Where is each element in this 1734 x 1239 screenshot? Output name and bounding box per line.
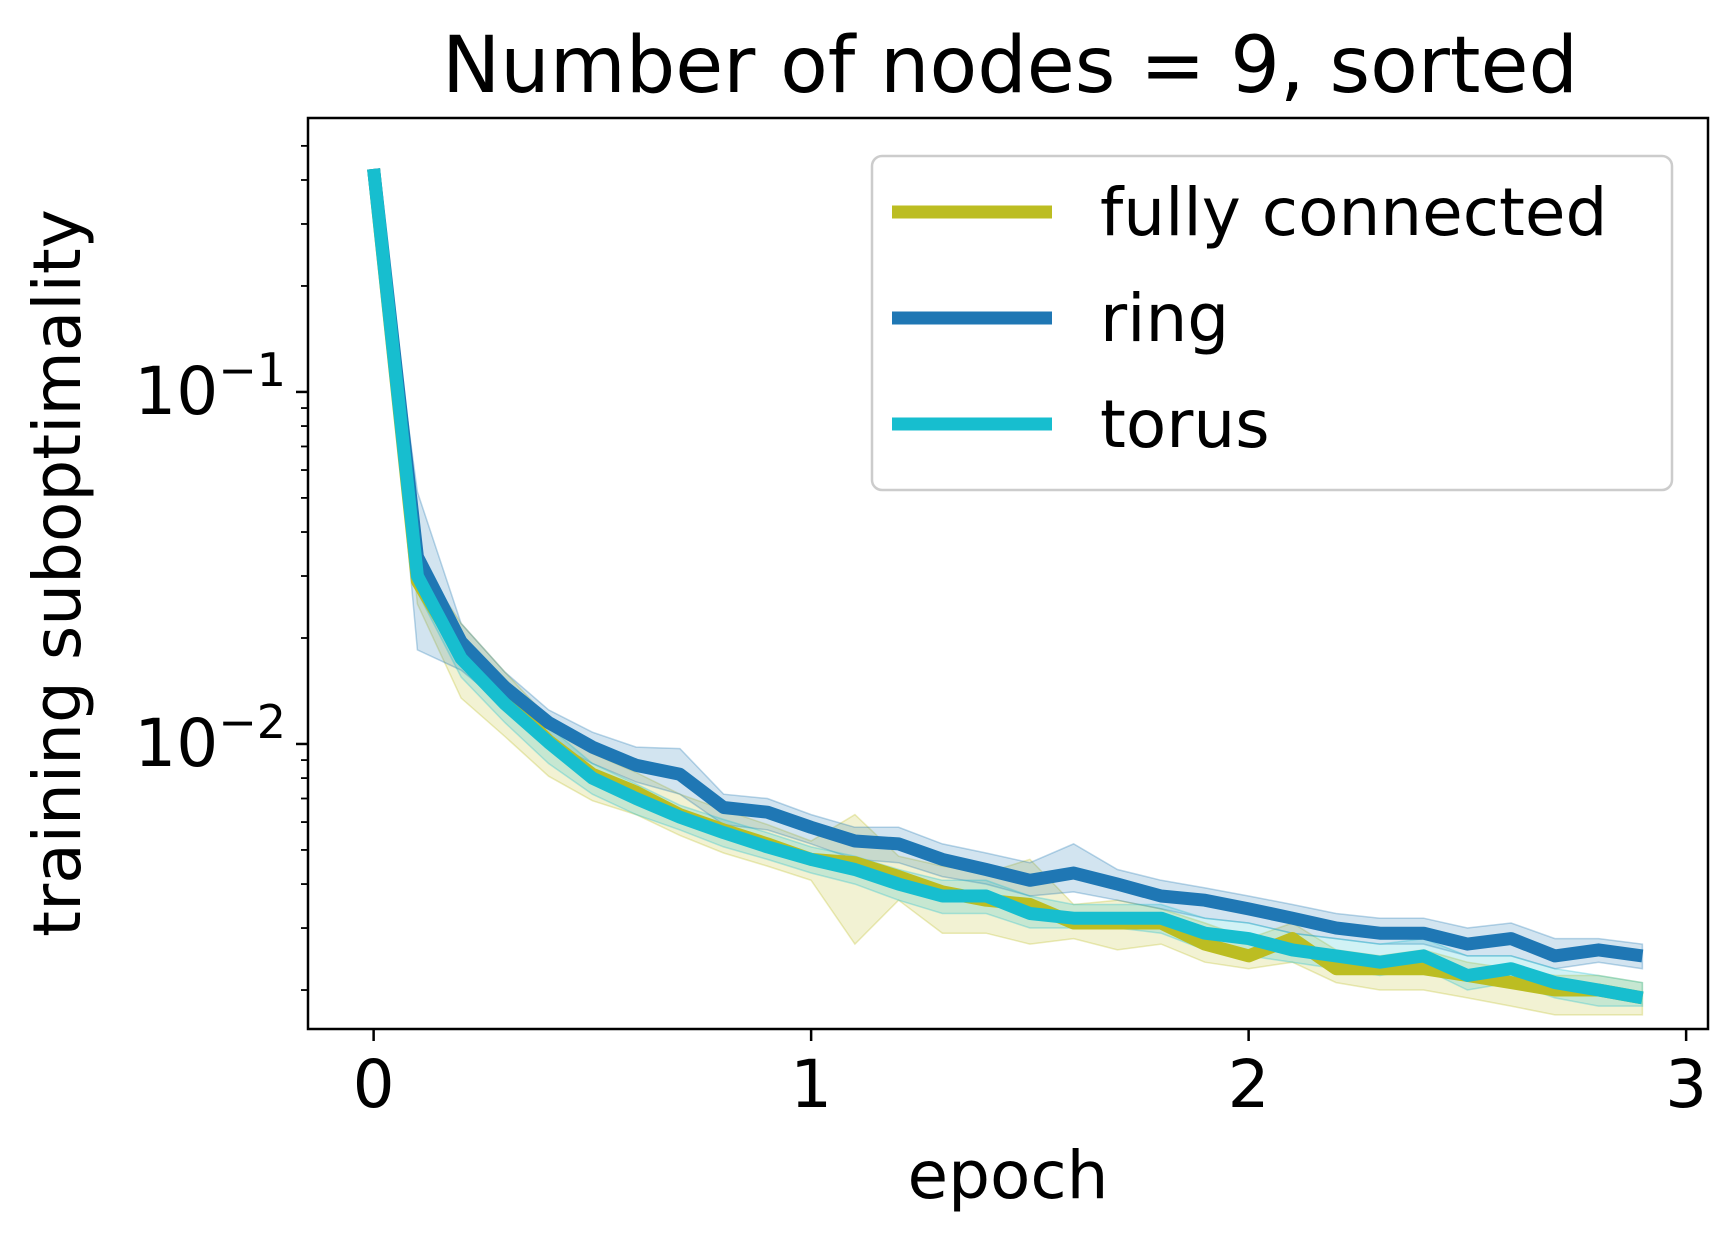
x-tick-label: 1 (790, 1046, 832, 1123)
y-tick-label: 10−2 (134, 695, 286, 782)
x-tick-label: 2 (1228, 1046, 1270, 1123)
legend-label-ring: ring (1100, 280, 1229, 357)
chart-title: Number of nodes = 9, sorted (442, 21, 1578, 111)
series-lines (367, 168, 1644, 1005)
y-axis-label: training suboptimality (19, 209, 96, 937)
series-line-torus (367, 168, 1644, 1005)
y-tick-label: 10−1 (134, 343, 286, 430)
x-tick-label: 0 (353, 1046, 395, 1123)
x-axis-ticks: 0 1 2 3 (353, 1029, 1707, 1123)
x-axis-label: epoch (908, 1137, 1109, 1214)
x-tick-label: 3 (1665, 1046, 1707, 1123)
plot-frame (306, 116, 1710, 1031)
legend-box (870, 154, 1674, 492)
y-axis-ticks: 10−1 10−2 (134, 144, 308, 991)
series-line-ring (367, 168, 1644, 963)
band-fully-connected (372, 168, 1644, 1016)
legend-label-torus: torus (1100, 386, 1270, 463)
legend-label-fully-connected: fully connected (1100, 174, 1607, 251)
legend: fully connected ring torus (870, 154, 1674, 492)
band-ring (372, 168, 1644, 970)
